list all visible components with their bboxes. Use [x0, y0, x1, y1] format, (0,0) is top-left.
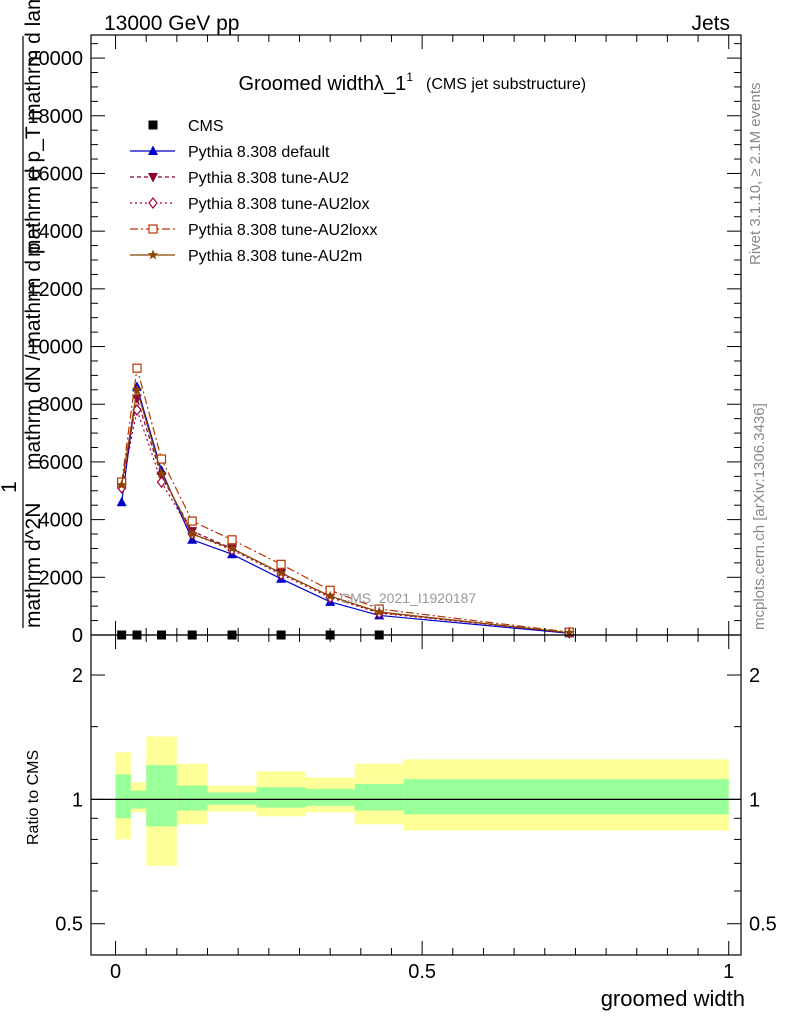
legend-label: CMS: [188, 118, 224, 135]
ratio-inner-band: [115, 774, 131, 819]
x-tick-label: 0.5: [408, 961, 436, 983]
header-process-label: Jets: [691, 12, 730, 35]
legend-label: Pythia 8.308 default: [188, 144, 330, 161]
y-tick-label: 0: [72, 625, 83, 647]
ratio-inner-band: [176, 785, 208, 811]
ratio-inner-band: [305, 788, 355, 806]
data-point: [227, 535, 237, 545]
legend-label: Pythia 8.308 tune-AU2m: [188, 248, 362, 265]
header-energy-label: 13000 GeV pp: [104, 12, 239, 35]
data-point: [275, 567, 287, 578]
series-5: [116, 384, 575, 638]
data-point: [116, 496, 127, 507]
data-point: [187, 516, 197, 526]
legend-entry: Pythia 8.308 tune-AU2m: [130, 248, 362, 265]
legend-marker: [148, 197, 158, 209]
data-point: [131, 384, 143, 395]
ratio-tick-label: 1: [72, 789, 83, 811]
y-tick-label: 12000: [27, 279, 83, 301]
ratio-plot-panel: 0.5 0.51 12 2 0 0.5 1 Ratio to CMS: [25, 634, 777, 983]
legend-entry: Pythia 8.308 tune-AU2: [130, 170, 349, 187]
y-tick-label: 2000: [39, 567, 84, 589]
data-point: [324, 590, 336, 601]
y-tick-label: 14000: [27, 221, 83, 243]
data-point: [374, 606, 385, 617]
ratio-plot-frame: [90, 634, 742, 956]
data-point: [132, 363, 142, 373]
ratio-y-ticks: 0.5 0.5 1 1 2 2: [55, 665, 777, 936]
legend-marker: [148, 145, 158, 155]
main-x-ticks: [115, 35, 730, 635]
main-plot-panel: 0 2000 4000 6000 8000 10000 12000 14000 16000 180…: [27, 34, 742, 647]
legend-label: Pythia 8.308 tune-AU2lox: [188, 196, 369, 213]
legend-marker: [147, 249, 159, 260]
legend-label: Pythia 8.308 tune-AU2loxx: [188, 222, 377, 239]
legend-entry: CMS: [148, 118, 224, 135]
main-y-axis-label: mathrm d^2N 1 mathrm dN / mathrm d p mat…: [0, 0, 45, 628]
ratio-inner-band: [146, 765, 177, 827]
ratio-inner-band: [256, 787, 306, 808]
legend-marker: [148, 120, 158, 130]
ratio-inner-band: [207, 792, 257, 805]
y-tick-label: 8000: [39, 394, 84, 416]
legend-entry: Pythia 8.308 tune-AU2loxx: [130, 222, 377, 239]
legend-entry: Pythia 8.308 default: [130, 144, 330, 161]
y-tick-label: 4000: [39, 510, 84, 532]
ratio-inner-band: [354, 783, 404, 811]
ratio-tick-label: 0.5: [55, 914, 83, 936]
ratio-tick-label-right: 0.5: [749, 914, 777, 936]
data-point: [116, 479, 127, 490]
data-point: [156, 468, 167, 478]
data-point: [226, 543, 238, 553]
ylabel-line-1: mathrm d^2N: [22, 503, 45, 628]
ylabel-line-numerator: 1: [0, 481, 21, 493]
ratio-tick-label: 2: [72, 665, 83, 687]
legend-marker: [148, 173, 158, 183]
x-tick-label: 0: [110, 961, 121, 983]
legend-entry: Pythia 8.308 tune-AU2lox: [130, 196, 369, 213]
main-y-ticks: 0 2000 4000 6000 8000 10000 12000 14000 16000 180…: [27, 43, 741, 647]
data-point: [186, 528, 198, 539]
ylabel-line-3: mathrm d p_T mathrm d lambda: [22, 0, 45, 257]
x-axis-label: groomed width: [601, 986, 745, 1011]
data-point: [156, 476, 167, 489]
legend: CMS Pythia 8.308 default Pythia 8.308 tune…: [130, 118, 377, 265]
data-point: [564, 627, 575, 638]
main-subtitle: (CMS jet substructure): [426, 76, 586, 93]
data-point: [156, 454, 167, 464]
data-point: [276, 559, 286, 569]
y-tick-label: 10000: [27, 337, 83, 359]
ratio-inner-band: [403, 779, 729, 815]
ratio-x-ticks: 0 0.5 1: [110, 635, 734, 983]
y-tick-label: 16000: [27, 163, 83, 185]
analysis-watermark: CMS_2021_I1920187: [340, 590, 476, 606]
rivet-version-label: Rivet 3.1.10, ≥ 2.1M events: [747, 83, 764, 266]
ratio-tick-label-right: 1: [749, 789, 760, 811]
legend-marker: [148, 224, 158, 234]
y-tick-label: 18000: [27, 106, 83, 128]
ratio-tick-label-right: 2: [749, 665, 760, 687]
ratio-bands: [115, 736, 729, 866]
y-tick-label: 6000: [39, 452, 84, 474]
ylabel-line-2: mathrm dN / mathrm d p: [22, 242, 45, 470]
x-tick-label: 1: [723, 961, 734, 983]
ratio-y-axis-label: Ratio to CMS: [25, 750, 42, 845]
legend-label: Pythia 8.308 tune-AU2: [188, 170, 349, 187]
mcplots-label: mcplots.cern.ch [arXiv:1306.3436]: [751, 403, 768, 630]
y-tick-label: 20000: [27, 48, 83, 70]
main-title: Groomed widthλ_11: [238, 70, 413, 95]
